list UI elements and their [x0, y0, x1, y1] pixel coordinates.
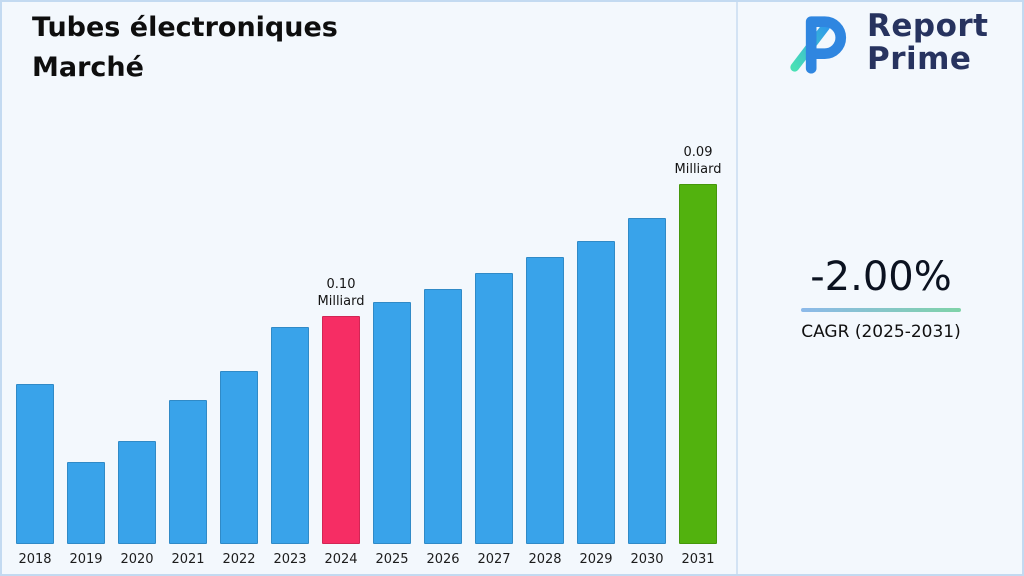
x-axis-label-2019: 2019: [69, 552, 103, 567]
page-title-line2: Marché: [32, 52, 144, 83]
bar-2024: [322, 316, 360, 544]
x-axis-label-2027: 2027: [477, 552, 511, 567]
bar-column-2023: 2023: [271, 130, 309, 568]
x-axis-label-2025: 2025: [375, 552, 409, 567]
bar-2019: [67, 462, 105, 544]
x-axis-label-2029: 2029: [579, 552, 613, 567]
x-axis-label-2031: 2031: [681, 552, 715, 567]
x-axis-label-2028: 2028: [528, 552, 562, 567]
bar-2021: [169, 400, 207, 544]
page-title-line1: Tubes électroniques: [32, 12, 338, 43]
report-prime-logo-icon: [790, 16, 847, 74]
bar-column-2027: 2027: [475, 130, 513, 568]
bar-2025: [373, 302, 411, 544]
cagr-value: -2.00%: [810, 254, 952, 300]
bar-column-2019: 2019: [67, 130, 105, 568]
bar-column-2018: 2018: [16, 130, 54, 568]
x-axis-label-2030: 2030: [630, 552, 664, 567]
x-axis-label-2022: 2022: [222, 552, 256, 567]
x-axis-label-2018: 2018: [18, 552, 52, 567]
bar-2027: [475, 273, 513, 544]
bar-2023: [271, 327, 309, 544]
bar-2028: [526, 257, 564, 544]
logo-text-line1: Report: [867, 8, 989, 44]
bar-annotation-2031: 0.09 Milliard: [674, 145, 722, 177]
report-prime-logo-text: Report Prime: [867, 10, 989, 76]
bar-column-2026: 2026: [424, 130, 462, 568]
report-prime-logo: Report Prime: [781, 10, 989, 76]
bar-column-2030: 2030: [628, 130, 666, 568]
bar-column-2029: 2029: [577, 130, 615, 568]
bar-column-2028: 2028: [526, 130, 564, 568]
vertical-divider: [736, 0, 738, 576]
bar-2031: [679, 184, 717, 544]
bar-chart: 2018 2019 2020 2021 2022 2023 0.10 Milliard 2024…: [16, 130, 722, 568]
bar-2018: [16, 384, 54, 544]
bar-2026: [424, 289, 462, 544]
bar-column-2021: 2021: [169, 130, 207, 568]
bar-2029: [577, 241, 615, 544]
logo-text-line2: Prime: [867, 41, 972, 77]
bar-2020: [118, 441, 156, 544]
bar-2030: [628, 218, 666, 544]
x-axis-label-2021: 2021: [171, 552, 205, 567]
page-title: Tubes électroniques Marché: [32, 8, 338, 88]
bar-column-2025: 2025: [373, 130, 411, 568]
bar-column-2020: 2020: [118, 130, 156, 568]
bar-column-2031: 0.09 Milliard 2031: [675, 130, 722, 568]
cagr-label: CAGR (2025-2031): [801, 322, 961, 342]
cagr-underline: [801, 308, 961, 312]
x-axis-label-2020: 2020: [120, 552, 154, 567]
cagr-panel: -2.00% CAGR (2025-2031): [740, 254, 1022, 342]
x-axis-label-2023: 2023: [273, 552, 307, 567]
bar-2022: [220, 371, 258, 544]
x-axis-label-2026: 2026: [426, 552, 460, 567]
x-axis-label-2024: 2024: [324, 552, 358, 567]
bar-column-2022: 2022: [220, 130, 258, 568]
bar-annotation-2024: 0.10 Milliard: [317, 277, 365, 309]
bar-column-2024: 0.10 Milliard 2024: [318, 130, 365, 568]
